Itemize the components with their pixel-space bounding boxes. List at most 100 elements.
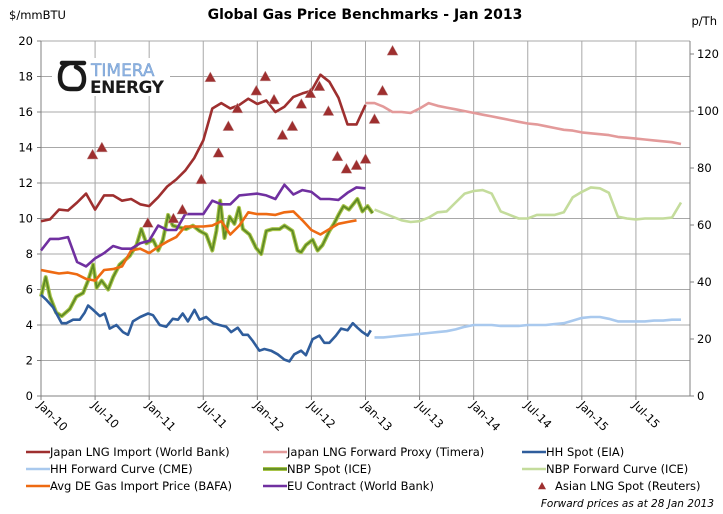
legend-label: Japan LNG Forward Proxy (Timera) bbox=[286, 445, 484, 459]
asian-lng-spot-marker bbox=[231, 102, 244, 114]
series-line bbox=[40, 210, 357, 282]
asian-lng-spot-marker bbox=[286, 120, 299, 131]
series-line bbox=[39, 183, 366, 268]
x-tick-label: Jul-14 bbox=[521, 398, 555, 432]
asian-lng-spot-marker bbox=[313, 80, 326, 91]
gridlines bbox=[41, 40, 690, 396]
x-tick-label: Jan-14 bbox=[467, 398, 503, 434]
legend-item: Japan LNG Forward Proxy (Timera) bbox=[263, 445, 484, 459]
series-asian-lng-spot-reuters bbox=[86, 44, 399, 228]
legend-label: EU Contract (World Bank) bbox=[287, 479, 434, 493]
series-line bbox=[374, 186, 683, 224]
y-tick-label: 10 bbox=[18, 212, 33, 226]
x-tick-label: Jan-11 bbox=[142, 398, 178, 434]
legend-item: Avg DE Gas Import Price (BAFA) bbox=[26, 479, 232, 493]
x-tick-label: Jul-11 bbox=[196, 398, 230, 432]
y-tick-label: 0 bbox=[26, 389, 33, 403]
legend-label: NBP Forward Curve (ICE) bbox=[546, 462, 688, 476]
asian-lng-spot-marker bbox=[276, 129, 289, 140]
y-right-tick-label: 80 bbox=[697, 161, 712, 175]
x-tick-label: Jul-12 bbox=[305, 398, 339, 432]
asian-lng-spot-marker bbox=[368, 113, 381, 124]
x-tick-label: Jul-15 bbox=[629, 398, 663, 432]
logo-text-timera: TIMERA bbox=[90, 61, 155, 81]
asian-lng-spot-marker bbox=[222, 120, 235, 131]
asian-lng-spot-marker bbox=[268, 93, 280, 105]
x-tick-label: Jan-15 bbox=[575, 398, 611, 434]
series-line bbox=[40, 198, 374, 318]
asian-lng-spot-marker bbox=[204, 71, 217, 83]
axes bbox=[37, 40, 694, 400]
asian-lng-spot-marker bbox=[304, 87, 317, 99]
y-tick-label: 6 bbox=[26, 283, 33, 297]
series-line bbox=[374, 315, 681, 339]
asian-lng-spot-marker bbox=[212, 146, 225, 158]
y-tick-label: 12 bbox=[18, 176, 33, 190]
x-tick-label: Jul-13 bbox=[413, 398, 447, 432]
legend-label: HH Forward Curve (CME) bbox=[50, 462, 193, 476]
asian-lng-spot-marker bbox=[386, 44, 399, 56]
y-axis-label-left: $/mmBTU bbox=[9, 8, 66, 22]
asian-lng-spot-marker bbox=[295, 97, 308, 109]
logo-symbol-icon bbox=[57, 60, 87, 92]
series-japan-lng-forward-proxy-timera bbox=[365, 101, 682, 146]
asian-lng-spot-marker bbox=[376, 84, 389, 96]
x-tick-label: Jul-10 bbox=[88, 398, 122, 432]
y-tick-label: 2 bbox=[26, 354, 33, 368]
series-hh-forward-curve-cme bbox=[374, 315, 681, 339]
asian-lng-spot-marker bbox=[195, 173, 208, 185]
y-right-tick-label: 120 bbox=[697, 47, 719, 61]
asian-lng-spot-marker bbox=[167, 212, 180, 224]
legend-item: NBP Forward Curve (ICE) bbox=[522, 462, 688, 476]
series-layer bbox=[39, 44, 683, 363]
asian-lng-spot-marker bbox=[250, 84, 263, 96]
series-avg-de-gas-import-price-bafa bbox=[40, 210, 357, 282]
series-line bbox=[40, 293, 372, 363]
series-nbp-spot-ice bbox=[39, 197, 375, 319]
y-tick-label: 14 bbox=[18, 141, 33, 155]
y-tick-label: 20 bbox=[18, 34, 33, 48]
legend-item: Asian LNG Spot (Reuters) bbox=[538, 479, 701, 493]
y-axis-label-right: p/Th bbox=[692, 14, 718, 28]
legend: Japan LNG Import (World Bank) Japan LNG F… bbox=[26, 445, 701, 493]
asian-lng-spot-marker bbox=[141, 216, 154, 228]
legend-item: HH Forward Curve (CME) bbox=[26, 462, 193, 476]
asian-lng-spot-marker bbox=[95, 141, 108, 153]
chart-title: Global Gas Price Benchmarks - Jan 2013 bbox=[208, 7, 523, 23]
series-line-outline bbox=[39, 197, 375, 319]
legend-label: Avg DE Gas Import Price (BAFA) bbox=[50, 479, 232, 493]
asian-lng-spot-marker bbox=[331, 150, 344, 162]
asian-lng-spot-marker bbox=[359, 153, 372, 164]
legend-item: Japan LNG Import (World Bank) bbox=[26, 445, 230, 459]
legend-label: HH Spot (EIA) bbox=[546, 445, 624, 459]
series-eu-contract-world-bank bbox=[39, 183, 366, 268]
y-tick-label: 8 bbox=[26, 247, 33, 261]
legend-item: EU Contract (World Bank) bbox=[263, 479, 434, 493]
y-tick-label: 18 bbox=[18, 70, 33, 84]
legend-label: NBP Spot (ICE) bbox=[287, 462, 372, 476]
legend-triangle-icon bbox=[538, 482, 546, 490]
y-tick-label: 16 bbox=[18, 105, 33, 119]
asian-lng-spot-marker bbox=[176, 203, 189, 215]
asian-lng-spot-marker bbox=[259, 70, 272, 82]
y-right-tick-label: 20 bbox=[697, 332, 712, 346]
x-tick-label: Jan-12 bbox=[251, 398, 287, 434]
y-right-tick-label: 100 bbox=[697, 104, 719, 118]
asian-lng-spot-marker bbox=[86, 148, 99, 160]
legend-label: Asian LNG Spot (Reuters) bbox=[555, 479, 701, 493]
legend-item: NBP Spot (ICE) bbox=[263, 462, 372, 476]
x-tick-label: Jan-13 bbox=[359, 398, 395, 434]
legend-item: HH Spot (EIA) bbox=[522, 445, 624, 459]
asian-lng-spot-marker bbox=[350, 159, 363, 170]
forward-prices-note: Forward prices as at 28 Jan 2013 bbox=[541, 498, 714, 510]
logo-text-energy: ENERGY bbox=[90, 78, 165, 98]
series-line bbox=[365, 101, 682, 146]
y-right-tick-label: 40 bbox=[697, 275, 712, 289]
series-hh-spot-eia bbox=[40, 293, 372, 363]
x-tick-label: Jan-10 bbox=[34, 398, 70, 434]
y-tick-label: 4 bbox=[26, 318, 33, 332]
series-nbp-forward-curve-ice bbox=[374, 186, 683, 224]
y-right-tick-label: 0 bbox=[697, 389, 704, 403]
legend-label: Japan LNG Import (World Bank) bbox=[49, 445, 230, 459]
